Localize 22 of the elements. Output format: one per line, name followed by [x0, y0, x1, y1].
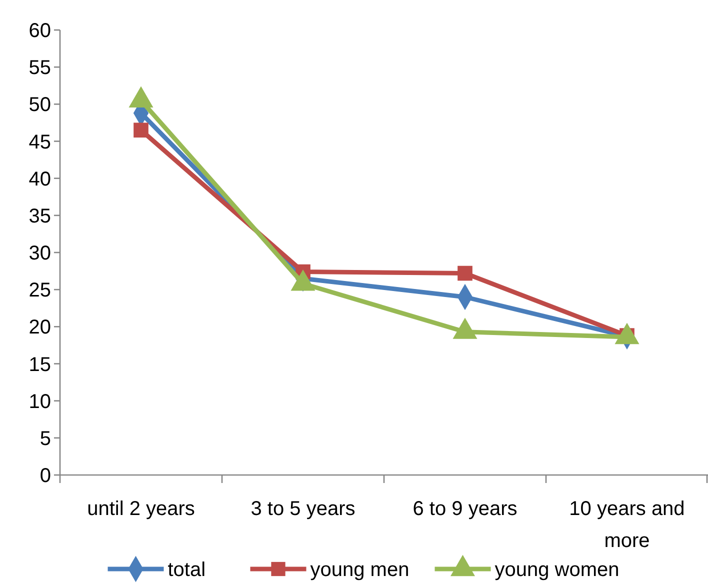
x-tick-label: 6 to 9 years [412, 498, 518, 520]
legend-label: total [168, 559, 206, 581]
point [458, 266, 472, 281]
y-tick-label: 25 [28, 280, 51, 302]
y-tick-label: 55 [28, 57, 51, 80]
y-tick-label: 60 [28, 20, 51, 42]
y-tick-label: 35 [28, 205, 51, 228]
y-tick-label: 40 [28, 168, 51, 190]
legend-label: young men [310, 559, 410, 581]
x-tick-label: until 2 years [87, 498, 195, 520]
y-tick-label: 5 [40, 428, 51, 450]
y-tick-label: 15 [28, 354, 51, 376]
y-tick-label: 45 [28, 131, 51, 154]
y-tick-label: 10 [28, 390, 51, 413]
legend-label: young women [494, 559, 620, 581]
y-tick-label: 50 [28, 94, 51, 116]
x-tick-label: 3 to 5 years [250, 498, 356, 520]
y-tick-label: 0 [40, 465, 51, 487]
point [134, 122, 148, 138]
y-tick-label: 20 [28, 316, 51, 339]
x-tick-label: 10 years and more [569, 498, 685, 552]
y-tick-label: 30 [28, 242, 51, 264]
